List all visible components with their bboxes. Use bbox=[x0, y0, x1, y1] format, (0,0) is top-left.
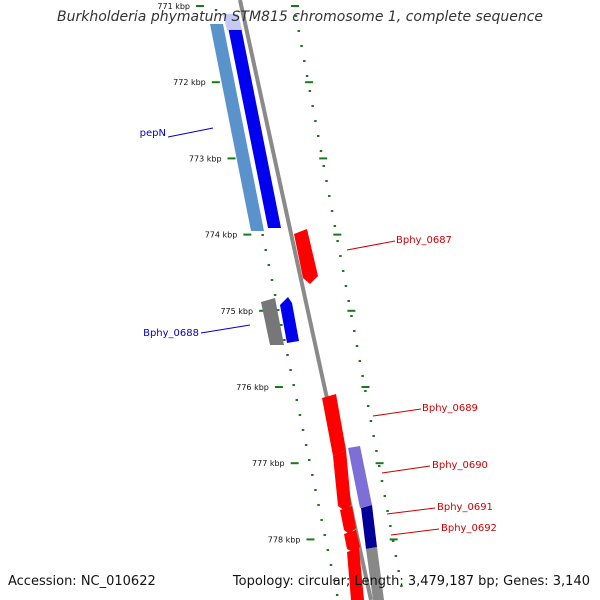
gene-bphy0690-shape[interactable] bbox=[333, 450, 351, 511]
gene-bphy0689-shape[interactable] bbox=[322, 394, 346, 456]
gene-bphy0692-shape[interactable] bbox=[344, 530, 360, 552]
gene-label-bphy-0691[interactable]: Bphy_0691 bbox=[437, 502, 493, 513]
gene-label-bphy-0687[interactable]: Bphy_0687 bbox=[396, 235, 452, 246]
gene-label-pepn[interactable]: pepN bbox=[140, 128, 166, 139]
ruler-tick-label: 771 kbp bbox=[157, 2, 190, 11]
gene-label-leader bbox=[386, 507, 436, 515]
ruler-tick-label: 772 kbp bbox=[173, 78, 206, 87]
topology-text: Topology: circular; Length: 3,479,187 bp… bbox=[232, 574, 590, 589]
gene-label-bphy-0689[interactable]: Bphy_0689 bbox=[422, 403, 478, 414]
ruler-labels: 771 kbp 772 kbp 773 kbp 774 kbp 775 kbp 776 k… bbox=[157, 2, 300, 544]
gene-label-bphy-0692[interactable]: Bphy_0692 bbox=[441, 523, 497, 534]
cds-bar-top-pale bbox=[223, 14, 242, 30]
cds-bar-bphy0688[interactable] bbox=[280, 297, 299, 343]
ruler-tick-label: 775 kbp bbox=[220, 307, 253, 316]
gene-bphy0691-shape[interactable] bbox=[340, 506, 356, 534]
gene-tail-gray bbox=[366, 547, 384, 600]
gene-label-leader bbox=[200, 324, 251, 334]
cds-bar-pepN-light[interactable] bbox=[210, 24, 264, 231]
gene-label-leader bbox=[372, 408, 422, 417]
gene-label-leader bbox=[390, 528, 440, 536]
ruler-tick-label: 778 kbp bbox=[268, 535, 301, 544]
ruler-tick-label: 773 kbp bbox=[189, 154, 222, 163]
map-title: Burkholderia phymatum STM815 chromosome … bbox=[56, 9, 543, 25]
cds-bar-pepN-dark[interactable] bbox=[227, 22, 281, 228]
ruler-tick-label: 774 kbp bbox=[205, 231, 238, 240]
gene-tail-red bbox=[347, 548, 364, 600]
ruler-tick-label: 776 kbp bbox=[236, 383, 269, 392]
accession-text: Accession: NC_010622 bbox=[8, 574, 156, 589]
gene-label-leader bbox=[167, 127, 214, 138]
gene-label-leader bbox=[346, 240, 396, 251]
ruler-tick-label: 777 kbp bbox=[252, 459, 285, 468]
gene-bphy0690-purple[interactable] bbox=[348, 446, 372, 508]
gene-bphy0687-shape[interactable] bbox=[294, 229, 318, 284]
cds-bar-bphy0688-gray[interactable] bbox=[261, 298, 284, 345]
gene-labels: pepN Bphy_0687 Bphy_0688 Bphy_0689 Bphy_0690… bbox=[140, 127, 497, 536]
gene-label-bphy-0690[interactable]: Bphy_0690 bbox=[432, 460, 488, 471]
gene-label-bphy-0688[interactable]: Bphy_0688 bbox=[143, 328, 199, 339]
gene-label-leader bbox=[381, 465, 431, 474]
gene-bphy0691-navy[interactable] bbox=[361, 505, 377, 549]
